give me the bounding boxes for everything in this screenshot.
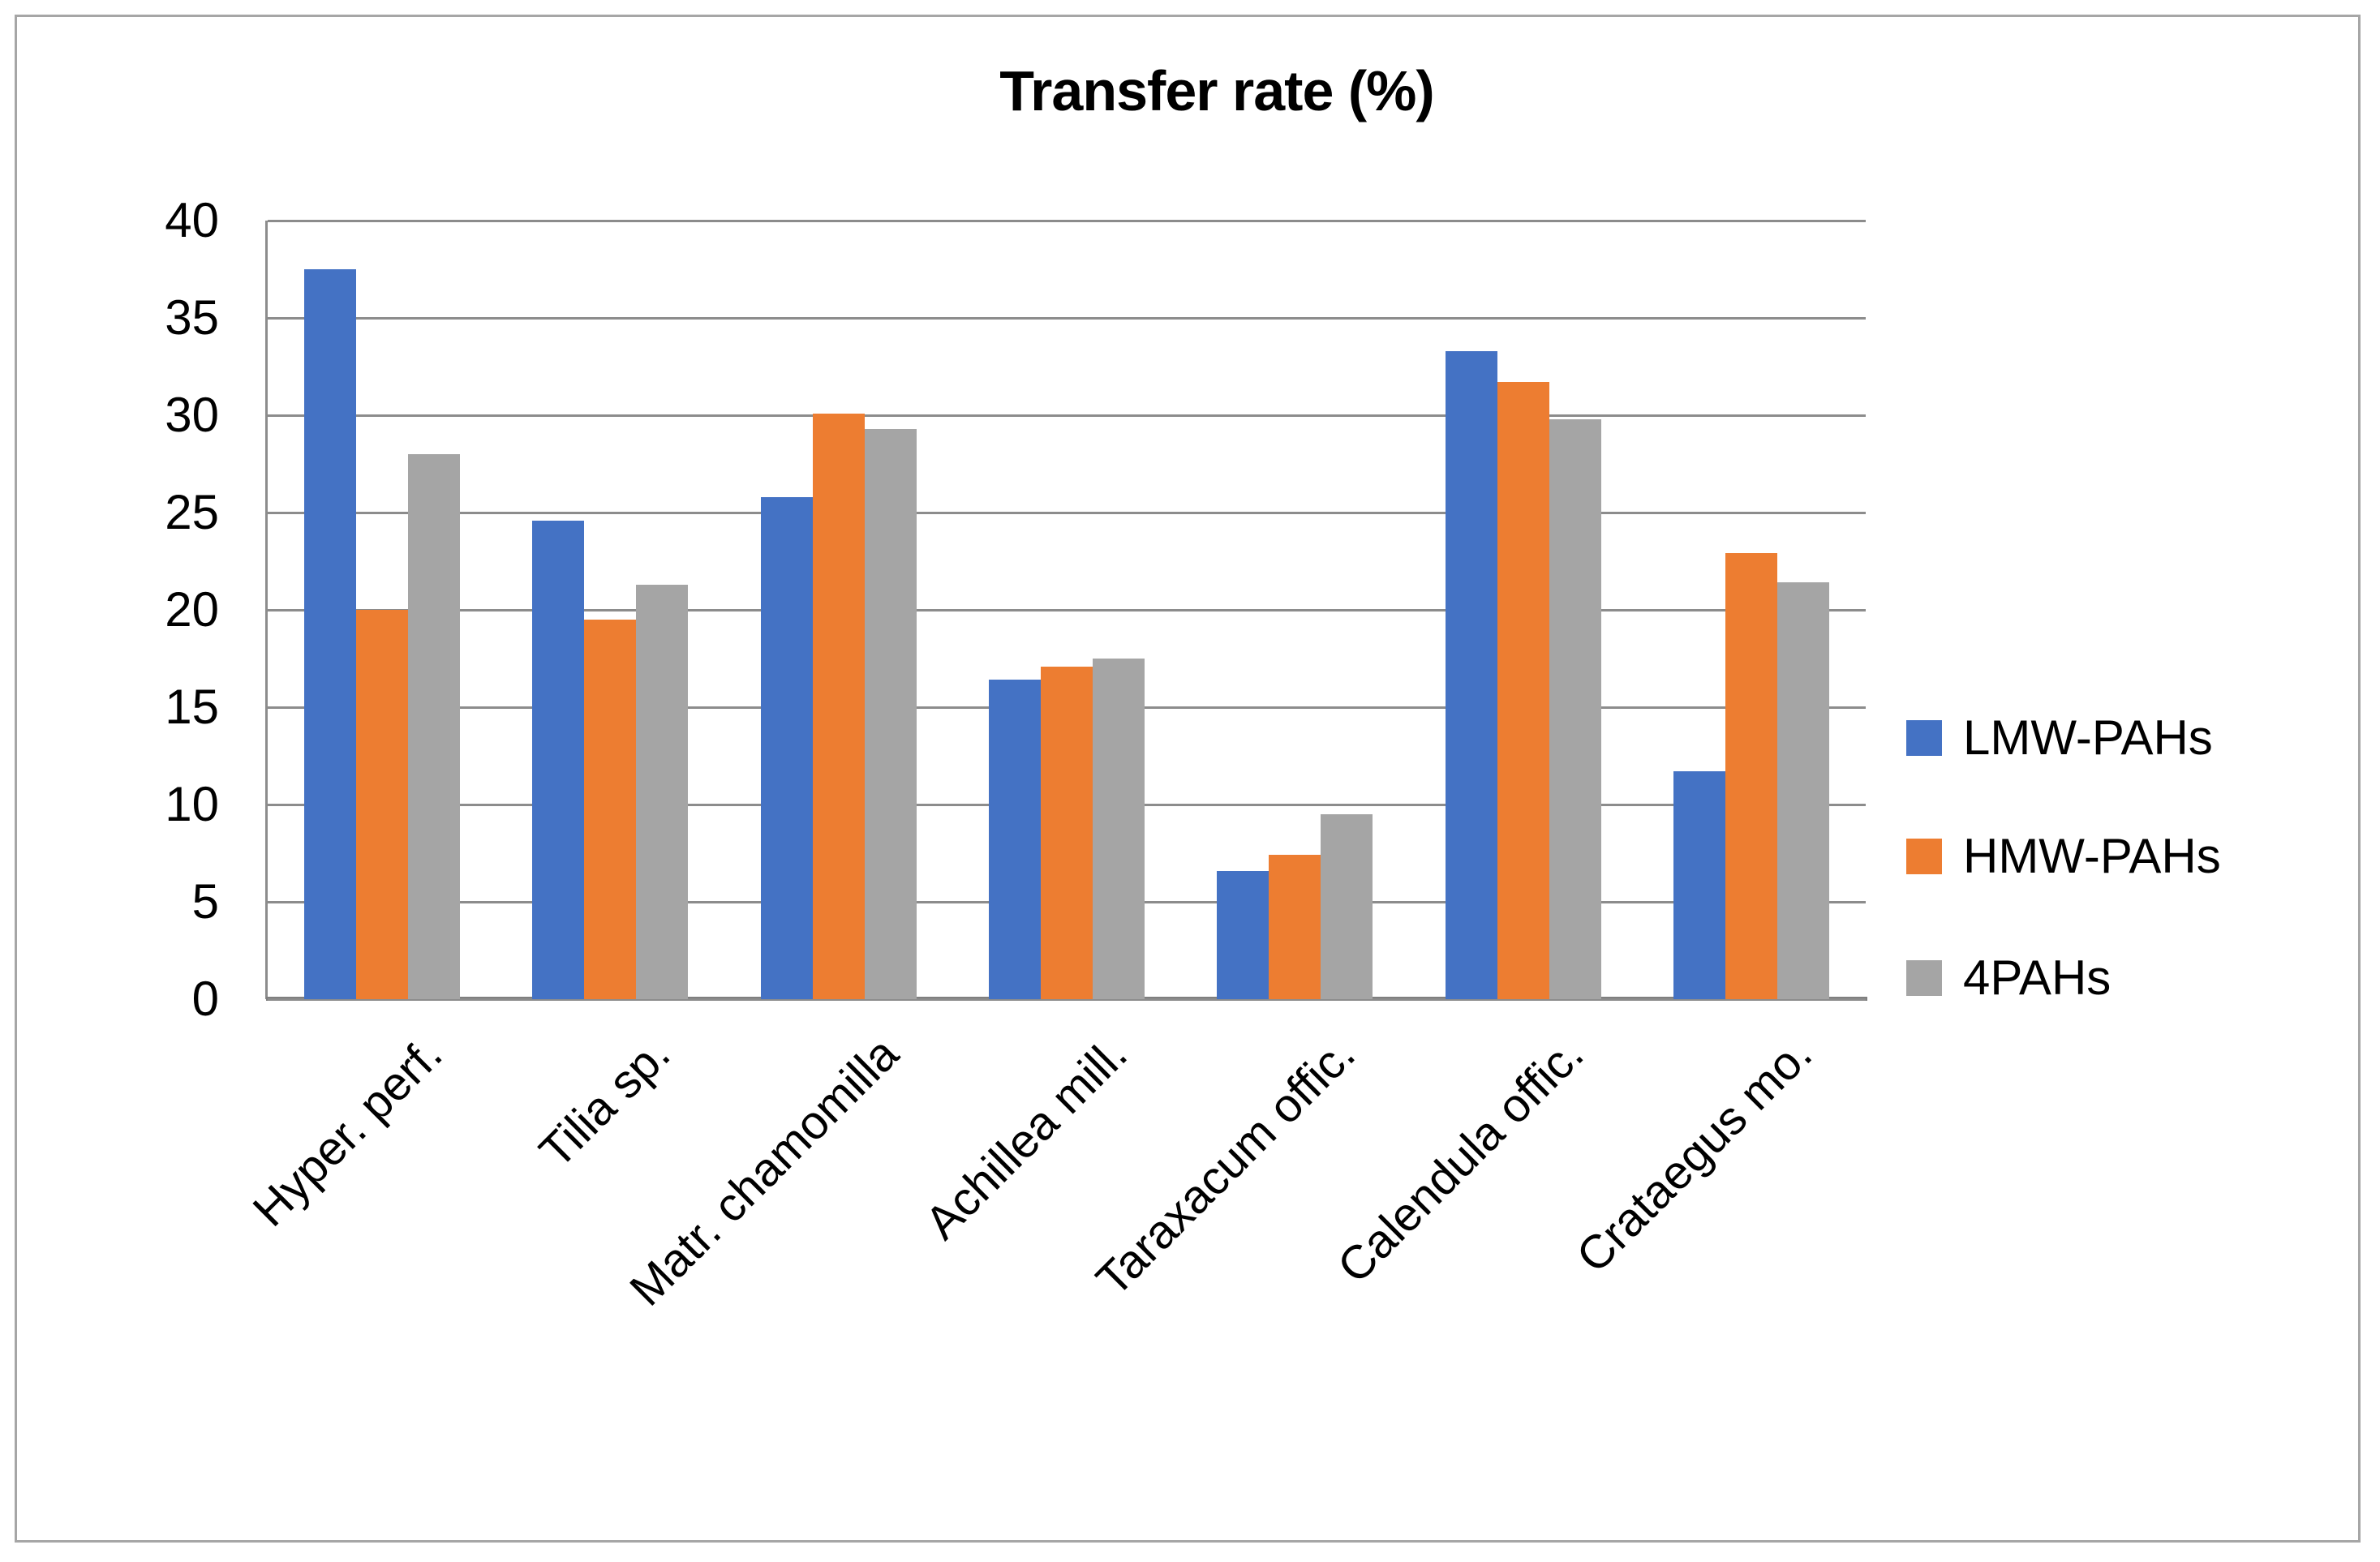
y-tick-label-30: 30 <box>165 388 219 442</box>
legend-label-HMW-PAHs: HMW-PAHs <box>1963 829 2221 883</box>
legend-item-LMW-PAHs: LMW-PAHs <box>1906 710 2213 765</box>
legend-label-4PAHs: 4PAHs <box>1963 951 2111 1005</box>
bar-HMW-PAHs-Achillea mill. <box>1041 666 1093 999</box>
gridline-y-25 <box>268 511 1866 514</box>
bar-LMW-PAHs-Taraxacum offic. <box>1217 870 1269 999</box>
gridline-y-30 <box>268 414 1866 417</box>
bar-4PAHs-Achillea mill. <box>1093 659 1145 999</box>
bar-LMW-PAHs-Achillea mill. <box>989 680 1041 999</box>
y-tick-label-25: 25 <box>165 485 219 539</box>
y-tick-label-5: 5 <box>191 874 219 929</box>
bar-4PAHs-Hyper. perf. <box>407 454 460 999</box>
bar-HMW-PAHs-Matr. chamomilla <box>812 413 865 999</box>
bar-HMW-PAHs-Taraxacum offic. <box>1269 855 1321 999</box>
legend-item-HMW-PAHs: HMW-PAHs <box>1906 829 2221 883</box>
bar-LMW-PAHs-Tilia sp. <box>532 520 585 999</box>
bar-4PAHs-Calendula offic. <box>1549 418 1601 999</box>
gridline-y-20 <box>268 608 1866 611</box>
legend-swatch-4PAHs <box>1906 960 1942 996</box>
bar-LMW-PAHs-Crataegus mo. <box>1673 771 1726 999</box>
chart-title: Transfer rate (%) <box>999 59 1434 122</box>
bar-HMW-PAHs-Hyper. perf. <box>355 610 408 999</box>
bar-LMW-PAHs-Hyper. perf. <box>303 269 356 999</box>
gridline-y-0 <box>268 998 1866 1001</box>
y-tick-label-10: 10 <box>165 777 219 831</box>
plot-area <box>265 219 1867 1001</box>
legend-label-LMW-PAHs: LMW-PAHs <box>1963 710 2213 765</box>
y-axis-line <box>265 221 268 999</box>
bar-4PAHs-Crataegus mo. <box>1777 582 1830 999</box>
legend-swatch-HMW-PAHs <box>1906 839 1942 874</box>
y-tick-label-35: 35 <box>165 290 219 345</box>
bar-LMW-PAHs-Calendula offic. <box>1445 350 1497 999</box>
chart-outer-border <box>15 15 2361 1543</box>
bar-4PAHs-Taraxacum offic. <box>1321 814 1373 999</box>
bar-LMW-PAHs-Matr. chamomilla <box>760 496 813 999</box>
legend-item-4PAHs: 4PAHs <box>1906 951 2111 1005</box>
bar-HMW-PAHs-Tilia sp. <box>584 620 637 999</box>
bar-HMW-PAHs-Calendula offic. <box>1497 382 1549 999</box>
y-tick-label-15: 15 <box>165 680 219 734</box>
bar-4PAHs-Tilia sp. <box>636 584 689 999</box>
y-tick-label-0: 0 <box>191 972 219 1026</box>
gridline-y-35 <box>268 316 1866 320</box>
bar-HMW-PAHs-Crataegus mo. <box>1725 553 1778 999</box>
legend-swatch-LMW-PAHs <box>1906 720 1942 756</box>
bar-4PAHs-Matr. chamomilla <box>864 428 917 999</box>
y-tick-label-20: 20 <box>165 582 219 637</box>
y-tick-label-40: 40 <box>165 193 219 247</box>
gridline-y-40 <box>268 219 1866 222</box>
